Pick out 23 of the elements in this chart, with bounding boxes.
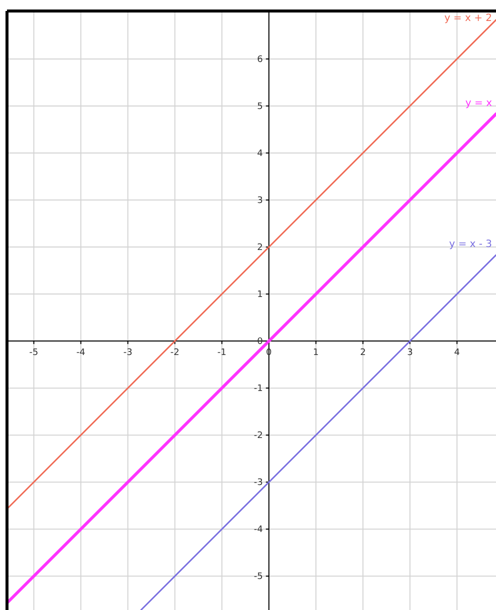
y-tick-label: -2 — [254, 431, 263, 442]
x-tick-label: 4 — [454, 348, 460, 358]
y-tick-label: 1 — [257, 290, 263, 300]
x-tick-label: -4 — [76, 348, 86, 358]
series-label: y = x - 3 — [449, 239, 492, 250]
y-tick-label: 6 — [257, 54, 264, 65]
x-tick-label: -3 — [123, 348, 132, 358]
y-tick-label: 2 — [257, 243, 263, 254]
y-tick-label: 3 — [257, 196, 263, 206]
series-label: y = x — [465, 98, 492, 109]
x-tick-label: -2 — [170, 348, 180, 358]
y-tick-label: -1 — [254, 384, 263, 394]
x-tick-label: 1 — [313, 348, 319, 358]
y-tick-label: -5 — [254, 572, 263, 582]
x-tick-label: -1 — [217, 348, 226, 358]
y-tick-label: 5 — [257, 102, 263, 112]
x-tick-label: 2 — [360, 348, 366, 358]
y-tick-label: -4 — [254, 525, 264, 536]
x-tick-label: -5 — [29, 348, 38, 358]
y-tick-label: 4 — [257, 148, 264, 159]
y-tick-label: -3 — [254, 478, 263, 488]
series-label: y = x + 2 — [444, 13, 492, 24]
x-tick-label: 3 — [407, 348, 413, 358]
